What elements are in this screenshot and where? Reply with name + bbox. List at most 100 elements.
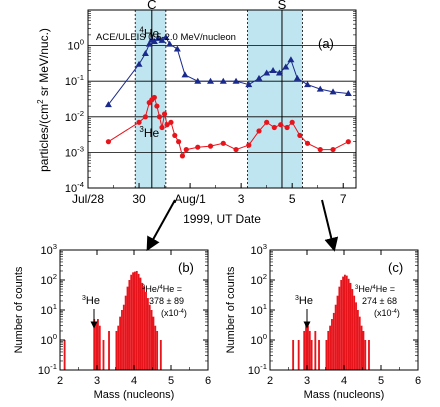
histogram-bar: [355, 302, 357, 370]
arrow-to-panel-b: [146, 199, 176, 252]
data-point: [269, 66, 277, 73]
data-point: [304, 81, 312, 88]
y-tick-label: 101: [250, 302, 267, 317]
data-point: [161, 111, 168, 117]
data-point: [263, 69, 271, 76]
histogram-bars: [63, 270, 162, 370]
x-tick-label: 30: [132, 192, 146, 206]
histogram-bar: [137, 273, 140, 370]
data-point: [278, 122, 284, 128]
panel-c-label: (c): [388, 260, 403, 275]
y-axis-label: Number of counts: [13, 266, 25, 353]
histogram-bar: [132, 272, 134, 370]
x-axis-label: Mass (nucleons): [304, 389, 385, 401]
plot-frame: [87, 9, 357, 189]
data-point: [344, 90, 352, 97]
arrow-to-panel-c: [321, 199, 339, 252]
histogram-bar: [305, 321, 307, 370]
data-point: [151, 94, 157, 101]
histogram-bar: [152, 316, 155, 370]
y-tick-label: 10-4: [65, 180, 85, 195]
data-point: [159, 124, 165, 131]
histogram-bar: [362, 330, 365, 370]
histogram-bar: [344, 274, 346, 370]
histogram-bar: [135, 270, 138, 370]
histogram-bar: [331, 319, 333, 370]
histogram-bar: [338, 286, 341, 370]
data-point: [317, 146, 323, 153]
histogram-bar: [98, 325, 101, 370]
y-tick-label: 10-1: [248, 362, 267, 377]
data-point: [162, 33, 170, 40]
y-tick-label: 10-1: [65, 73, 84, 88]
data-point: [293, 74, 301, 81]
y-tick-label: 100: [67, 38, 84, 53]
histogram-bar: [340, 280, 343, 370]
x-tick-label: 6: [205, 375, 211, 387]
data-point: [297, 132, 303, 139]
histogram-bar: [336, 295, 339, 370]
histogram-bar: [310, 340, 313, 370]
y-axis-label: particles/(cm2 sr MeV/nuc.): [36, 28, 51, 172]
histogram-bar: [93, 319, 96, 370]
histogram-bar: [97, 319, 99, 370]
data-point: [233, 146, 239, 153]
y-tick-labels: 10-4 10-3 10-2 10-1 100: [65, 38, 85, 195]
histogram-bar: [130, 274, 133, 370]
x-axis-label: Mass (nucleons): [94, 389, 175, 401]
histogram-bar: [119, 316, 122, 370]
data-point: [316, 85, 324, 92]
histogram-bar: [360, 325, 363, 370]
y-tick-label: 100: [40, 332, 57, 347]
data-point: [304, 140, 311, 146]
histogram-bar: [154, 325, 157, 370]
period-shade-S: [247, 10, 303, 188]
ratio-text-line3: (x10-4): [161, 308, 187, 318]
histogram-bar: [342, 276, 344, 370]
y-tick-labels: 10-1 100 101 102 103: [248, 242, 418, 377]
x-tick-label: 6: [415, 375, 421, 387]
x-tick-label: 3: [238, 192, 245, 206]
data-point: [176, 139, 182, 145]
x-tick-label: 4: [341, 375, 347, 387]
data-point: [179, 153, 186, 159]
x-tick-label: Aug/1: [174, 192, 206, 206]
panel-b-mass-histogram: 10-1 100 101 102 103 2 3 4 5 6 (b) 3He 3He/4He =…: [13, 242, 211, 401]
data-point: [173, 45, 181, 52]
data-point: [166, 40, 174, 47]
series-layer: [104, 33, 352, 159]
histogram-bar: [141, 282, 144, 370]
data-point: [256, 128, 262, 134]
series-label-he4: 4He: [139, 25, 159, 40]
data-point: [156, 114, 163, 120]
data-point: [145, 40, 153, 47]
histogram-bar: [95, 321, 97, 370]
data-point: [135, 60, 143, 67]
y-tick-label: 103: [250, 242, 267, 257]
histogram-bar: [303, 330, 306, 370]
x-tick-label: 5: [289, 192, 296, 206]
histogram-bar: [159, 340, 162, 370]
x-tick-label: 2: [267, 375, 273, 387]
histogram-bar: [108, 330, 110, 370]
ratio-text-line1: 3He/4He =: [355, 284, 395, 294]
data-point: [287, 56, 295, 63]
data-point: [104, 101, 112, 108]
x-tick-label: 4: [131, 375, 137, 387]
data-point: [289, 119, 295, 125]
data-point: [255, 74, 263, 81]
histogram-bar: [102, 340, 105, 370]
y-tick-labels: 10-1 100 101 102 103: [38, 242, 208, 377]
data-point: [264, 119, 270, 125]
y-tick-label: 103: [40, 242, 57, 257]
x-tick-label: 5: [378, 375, 384, 387]
data-point: [329, 88, 337, 95]
data-point: [172, 132, 178, 139]
histogram-bar: [368, 340, 370, 370]
ratio-text-line3: (x10-4): [374, 308, 400, 318]
histogram-bar: [334, 304, 337, 370]
histogram-bar: [139, 277, 142, 370]
histogram-bar: [63, 340, 66, 370]
